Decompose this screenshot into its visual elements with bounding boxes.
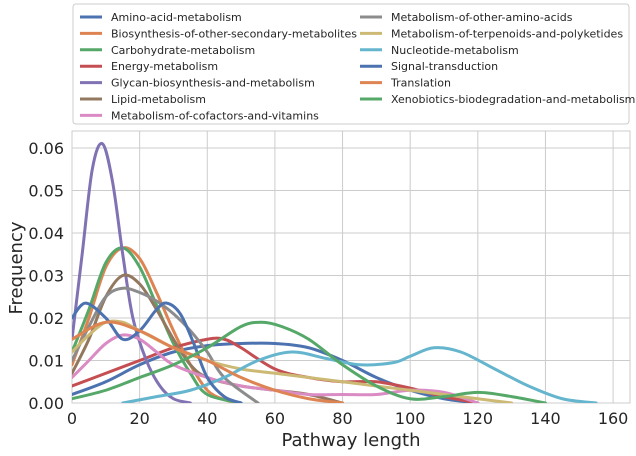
series-line-carbohydrate-metabolism — [72, 246, 243, 403]
legend-entry: Translation — [360, 77, 451, 90]
legend-label: Metabolism-of-other-amino-acids — [391, 11, 573, 24]
legend-entry: Signal-transduction — [360, 60, 498, 73]
y-tick-label: 0.06 — [28, 139, 64, 158]
legend-entry: Xenobiotics-biodegradation-and-metabolis… — [360, 93, 635, 106]
y-tick-label: 0.03 — [28, 267, 64, 286]
series-line-xenobiotics-biodegradation-and-metabolism — [72, 320, 547, 403]
legend-label: Energy-metabolism — [111, 60, 218, 73]
legend-label: Nucleotide-metabolism — [391, 44, 519, 57]
x-axis-label: Pathway length — [281, 430, 420, 451]
legend: Amino-acid-metabolism Biosynthesis-of-oth… — [72, 3, 635, 125]
legend-frame — [72, 3, 630, 125]
series-line-glycan-biosynthesis-and-metabolism — [72, 141, 192, 403]
x-tick-label: 120 — [463, 409, 494, 428]
legend-entry: Nucleotide-metabolism — [360, 44, 519, 57]
legend-entry: Metabolism-of-other-amino-acids — [360, 11, 573, 24]
y-axis-label: Frequency — [6, 221, 27, 314]
series-line-biosynthesis-of-other-secondary-metabolites — [72, 246, 243, 403]
y-tick-label: 0.04 — [28, 224, 64, 243]
y-tick-label: 0.01 — [28, 352, 64, 371]
x-tick-label: 80 — [332, 409, 352, 428]
legend-label: Translation — [390, 77, 451, 90]
x-tick-label: 20 — [129, 409, 149, 428]
x-tick-label: 160 — [598, 409, 629, 428]
legend-entry: Biosynthesis-of-other-secondary-metaboli… — [80, 27, 357, 40]
y-tick-label: 0.02 — [28, 309, 64, 328]
legend-entry: Lipid-metabolism — [80, 93, 206, 106]
series-line-metabolism-of-other-amino-acids — [72, 286, 260, 403]
x-ticks: 0 20 40 60 80 100 120 140 160 — [67, 409, 628, 428]
legend-entry: Energy-metabolism — [80, 60, 218, 73]
legend-entry: Glycan-biosynthesis-and-metabolism — [80, 77, 315, 90]
series-line-signal-transduction — [72, 301, 243, 403]
legend-label: Amino-acid-metabolism — [111, 11, 242, 24]
legend-label: Biosynthesis-of-other-secondary-metaboli… — [111, 27, 357, 40]
plot-frame — [71, 130, 631, 404]
x-tick-label: 0 — [67, 409, 77, 428]
y-tick-label: 0.00 — [28, 394, 64, 413]
series-line-nucleotide-metabolism — [121, 346, 598, 403]
legend-entry: Metabolism-of-terpenoids-and-polyketides — [360, 27, 623, 40]
series-line-energy-metabolism — [72, 336, 480, 403]
legend-label: Signal-transduction — [391, 60, 498, 73]
x-tick-label: 140 — [530, 409, 561, 428]
x-tick-label: 60 — [265, 409, 285, 428]
x-tick-label: 100 — [395, 409, 426, 428]
series-line-translation — [72, 320, 345, 403]
series-layer — [72, 141, 598, 403]
y-ticks: 0.00 0.01 0.02 0.03 0.04 0.05 0.06 — [28, 139, 64, 413]
legend-label: Lipid-metabolism — [111, 93, 206, 106]
legend-label: Glycan-biosynthesis-and-metabolism — [111, 77, 315, 90]
legend-label: Metabolism-of-terpenoids-and-polyketides — [391, 27, 623, 40]
y-tick-label: 0.05 — [28, 182, 64, 201]
x-tick-label: 40 — [197, 409, 217, 428]
legend-entry: Amino-acid-metabolism — [80, 11, 242, 24]
legend-label: Metabolism-of-cofactors-and-vitamins — [111, 109, 319, 122]
legend-items: Amino-acid-metabolism Biosynthesis-of-oth… — [80, 11, 635, 122]
legend-label: Xenobiotics-biodegradation-and-metabolis… — [391, 93, 635, 106]
legend-label: Carbohydrate-metabolism — [111, 44, 255, 57]
legend-entry: Carbohydrate-metabolism — [80, 44, 255, 57]
legend-entry: Metabolism-of-cofactors-and-vitamins — [80, 109, 319, 122]
